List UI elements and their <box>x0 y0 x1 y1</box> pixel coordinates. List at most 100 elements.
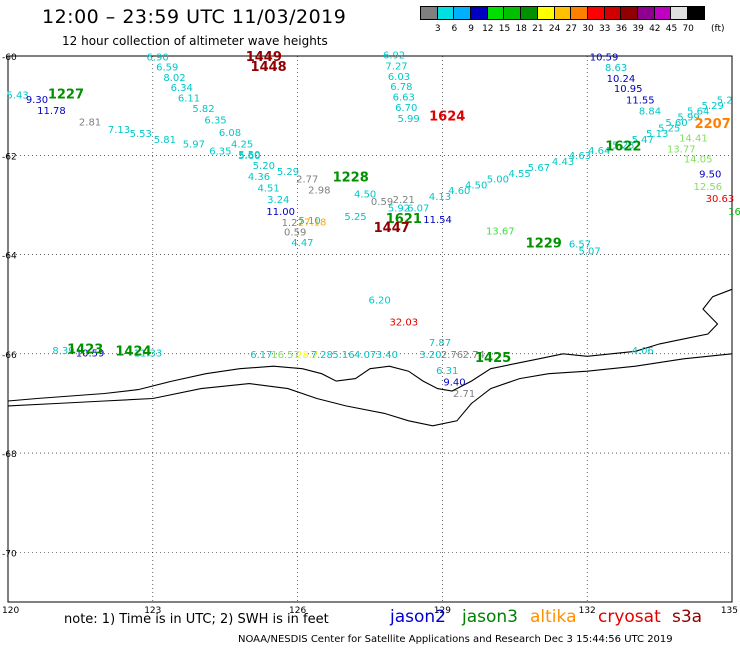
wave-height-label: 6.34 <box>171 83 193 94</box>
wave-height-label: 11.54 <box>423 215 452 226</box>
wave-height-label: 4.47 <box>291 238 313 249</box>
wave-height-label: 0.59 <box>284 228 306 239</box>
pass-time-label: 1621 <box>386 212 422 227</box>
wave-height-label: 27.18 <box>298 217 327 228</box>
wave-height-label: 4.64 <box>588 146 610 157</box>
scale-tick-label: 33 <box>598 24 611 34</box>
scale-tick-label: 70 <box>682 24 694 34</box>
lat-tick-label: -64 <box>2 252 17 262</box>
footnote: note: 1) Time is in UTC; 2) SWH is in fe… <box>64 612 329 627</box>
wave-height-label: 14.05 <box>684 155 713 166</box>
wave-height-label: 10.24 <box>607 74 636 85</box>
wave-height-label: 4.07 <box>354 350 376 361</box>
scale-tick-label: 27 <box>565 24 578 34</box>
lat-tick-label: -66 <box>2 351 17 361</box>
wave-height-label: 8.39 <box>52 346 74 357</box>
wave-height-label: 9.40 <box>443 378 465 389</box>
wave-height-label: 8.63 <box>605 63 627 74</box>
lat-tick-label: -62 <box>2 152 17 162</box>
wave-height-label: 16.5 <box>728 207 740 218</box>
pass-time-label: 1449 <box>246 50 282 65</box>
pass-time-label: 1425 <box>475 351 511 366</box>
wave-height-label: 4.63 <box>569 151 591 162</box>
wave-height-label: 6.17 <box>250 350 272 361</box>
wave-height-label: 3.40 <box>376 350 398 361</box>
wave-height-label: 2.76 <box>441 350 463 361</box>
wave-height-label: 11.78 <box>37 106 66 117</box>
wave-height-label: 5.07 <box>578 247 600 258</box>
scale-tick-label: 21 <box>532 24 544 34</box>
scale-tick-label: 45 <box>665 24 678 34</box>
pass-time-label: 1622 <box>605 139 641 154</box>
scale-swatch <box>687 6 705 20</box>
wave-height-label: 6.35 <box>209 146 231 157</box>
wave-height-label: 2.98 <box>308 185 330 196</box>
scale-tick-label: 24 <box>548 24 561 34</box>
pass-time-label: 1227 <box>48 88 84 103</box>
wave-height-label: 7.87 <box>429 338 451 349</box>
wave-height-label: 2.81 <box>79 117 101 128</box>
wave-height-label: 6.20 <box>369 296 391 307</box>
wave-height-label: 2.77 <box>296 175 318 186</box>
wave-height-label: 8.84 <box>639 107 661 118</box>
wave-height-label: 5.92 <box>388 203 410 214</box>
wave-height-label: 11.00 <box>266 207 295 218</box>
wave-height-label: 11.33 <box>134 348 163 359</box>
scale-tick-label: 3 <box>434 24 441 34</box>
wave-height-label: 6.59 <box>156 62 178 73</box>
page-subtitle: 12 hour collection of altimeter wave hei… <box>62 34 328 48</box>
scale-tick-label: 42 <box>649 24 661 34</box>
pass-time-label: 1424 <box>115 344 151 359</box>
lon-tick-label: 129 <box>434 606 451 616</box>
wave-height-label: 4.25 <box>231 139 253 150</box>
wave-height-label: 5.2 <box>717 96 733 107</box>
wave-height-label: 8.02 <box>163 73 185 84</box>
pass-time-label: 1447 <box>374 221 410 236</box>
wave-height-label: 5.00 <box>487 175 509 186</box>
wave-height-label: 4.50 <box>465 181 487 192</box>
wave-height-label: 2.71 <box>453 389 475 400</box>
wave-height-label: 10.59 <box>590 52 619 63</box>
pass-time-label: 1448 <box>251 60 287 75</box>
pass-time-label: 1228 <box>333 171 369 186</box>
source-footer: NOAA/NESDIS Center for Satellite Applica… <box>238 634 673 645</box>
wave-height-label: 6.70 <box>395 103 417 114</box>
wave-height-label: 9.50 <box>699 170 721 181</box>
wave-height-label: 5.16 <box>332 350 354 361</box>
lon-tick-label: 123 <box>144 606 161 616</box>
wave-height-label: 6.03 <box>388 72 410 83</box>
wave-height-label: 5.20 <box>253 161 275 172</box>
wave-height-label: 4.43 <box>552 157 574 168</box>
wave-height-label: 4.13 <box>429 192 451 203</box>
wave-height-label: 6.78 <box>390 82 412 93</box>
page-title: 12:00 – 23:59 UTC 11/03/2019 <box>42 6 347 28</box>
wave-height-label: 5.60 <box>665 118 687 129</box>
legend-cryosat: cryosat <box>598 607 661 627</box>
scale-unit-label: (ft) <box>711 24 725 34</box>
wave-height-label: 5.67 <box>528 163 550 174</box>
lon-tick-label: 135 <box>721 606 738 616</box>
plot-frame <box>7 55 733 603</box>
wave-height-label: 6.92 <box>383 50 405 61</box>
wave-height-label: 5.47 <box>632 135 654 146</box>
scale-tick-label: 15 <box>498 24 511 34</box>
wave-height-label: 9.30 <box>26 95 48 106</box>
wave-height-label: 5.64 <box>687 107 709 118</box>
wave-height-label: 13.77 <box>667 144 696 155</box>
lat-tick-label: -60 <box>2 53 17 63</box>
wave-height-label: 6.57 <box>569 240 591 251</box>
lon-tick-label: 132 <box>579 606 596 616</box>
wave-height-label: 11.55 <box>626 96 655 107</box>
wave-height-label: 5.10 <box>299 216 321 227</box>
wave-height-label: 5.29 <box>277 167 299 178</box>
wave-height-label: 5.25 <box>344 212 366 223</box>
wave-height-label: 0.59 <box>371 197 393 208</box>
wave-height-label: 14.41 <box>679 133 708 144</box>
wave-height-label: 4.06 <box>632 346 654 357</box>
coastline <box>7 288 733 402</box>
wave-height-label: 5.82 <box>192 104 214 115</box>
wave-height-label: 16.57 <box>271 350 300 361</box>
wave-height-label: 7.27 <box>385 61 407 72</box>
legend-altika: altika <box>530 607 577 627</box>
lat-tick-label: -68 <box>2 450 17 460</box>
